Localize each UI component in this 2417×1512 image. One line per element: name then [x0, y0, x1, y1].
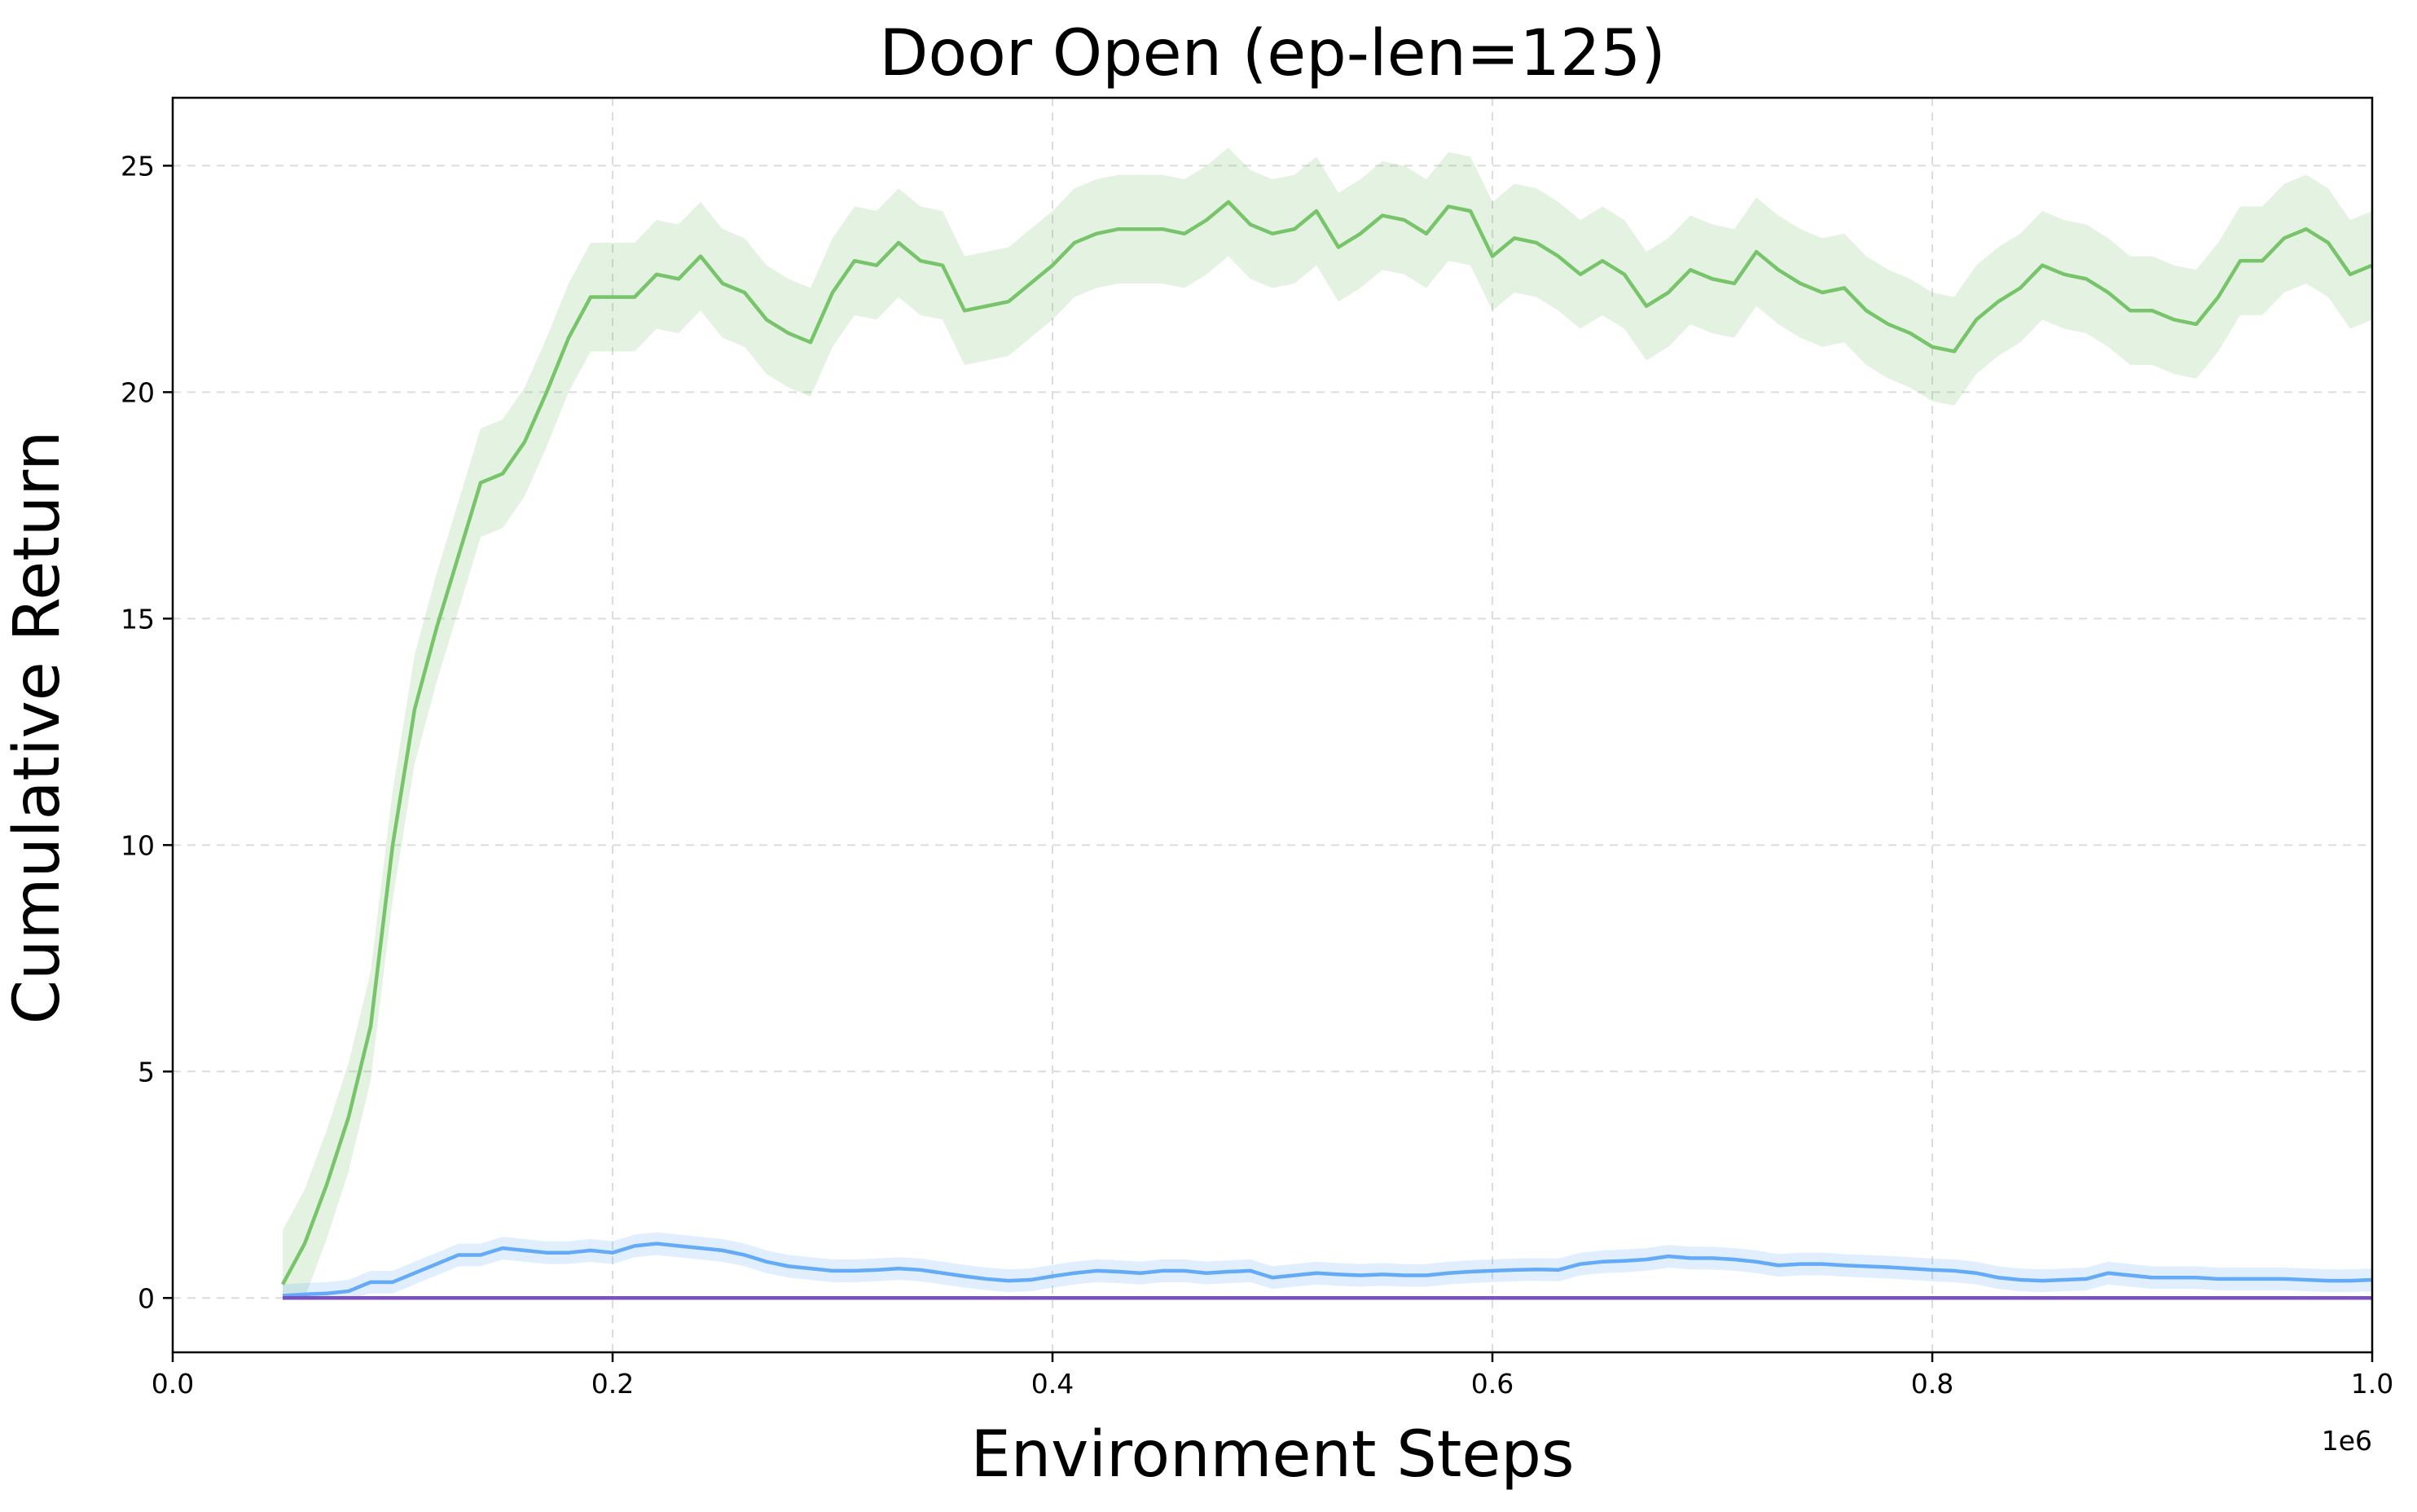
x-tick-label: 1.0 [2351, 1368, 2393, 1400]
series-line-0 [281, 200, 2373, 1286]
y-tick-label: 15 [121, 603, 155, 635]
x-offset-label: 1e6 [2322, 1425, 2372, 1457]
series-line-1 [282, 1242, 2373, 1298]
x-tick-label: 0.8 [1911, 1368, 1953, 1400]
plot-area: 0.0 0.2 0.4 0.6 0.8 1.0 0 5 10 15 20 25 [121, 96, 2393, 1400]
chart-title: Door Open (ep-len=125) [879, 17, 1665, 90]
x-tick-label: 0.4 [1031, 1368, 1074, 1400]
y-axis-label: Cumulative Return [1, 431, 74, 1025]
x-tick-label: 0.2 [591, 1368, 634, 1400]
y-tick-label: 25 [121, 150, 155, 182]
x-axis-label: Environment Steps [970, 1418, 1574, 1492]
y-tick-label: 20 [121, 376, 155, 408]
series-band-0 [283, 147, 2372, 1299]
y-tick-label: 10 [121, 829, 155, 861]
axes-frame [171, 96, 2374, 1354]
series-band-1 [283, 1232, 2372, 1299]
x-tick-label: 0.0 [152, 1368, 194, 1400]
y-tick-label: 5 [138, 1056, 155, 1088]
x-tick-label: 0.6 [1471, 1368, 1514, 1400]
y-tick-label: 0 [138, 1282, 155, 1314]
